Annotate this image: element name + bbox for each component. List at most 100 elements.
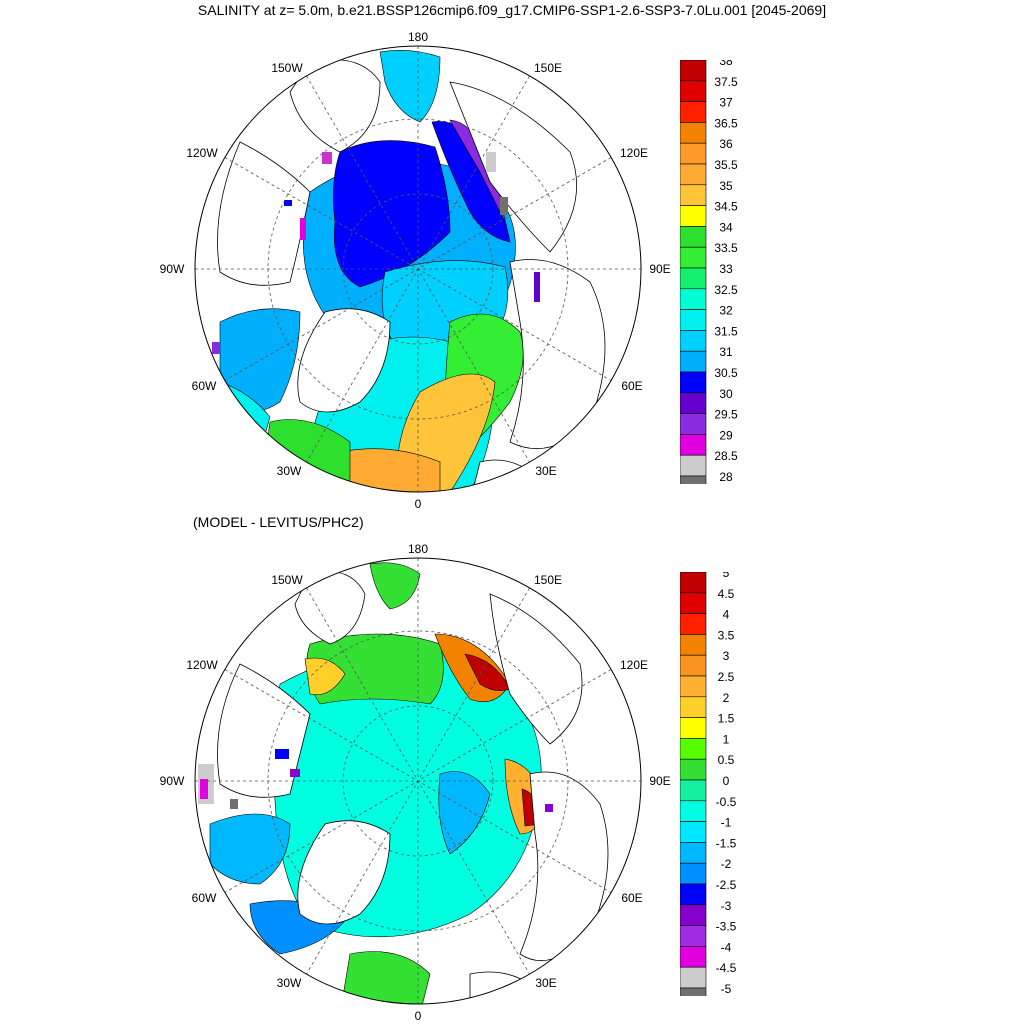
lon-label-90e: 90E [649, 262, 670, 276]
colorbar-label: 2 [723, 691, 730, 705]
colorbar-label: 38 [719, 60, 733, 68]
colorbar-swatch [680, 634, 707, 656]
lon-label-120e: 120E [620, 146, 648, 160]
colorbar-swatch [680, 163, 707, 186]
colorbar-label: 33.5 [714, 241, 738, 255]
lon-label-150w: 150W [271, 61, 303, 75]
colorbar-label: 35 [719, 179, 733, 193]
colorbar-swatch [680, 80, 707, 102]
colorbar-swatch [680, 267, 707, 290]
lon-label-0: 0 [415, 497, 422, 511]
anomaly-map-svg: 180 150W 150E 120W 120E 90W 90E 60W 60E … [160, 542, 671, 1023]
colorbar-label: 28 [719, 470, 733, 484]
lon-label-60e: 60E [621, 891, 642, 905]
colorbar-label: 32 [719, 304, 733, 318]
colorbar-label: -3.5 [716, 920, 737, 934]
colorbar-label: -2.5 [716, 878, 737, 892]
colorbar-swatch [680, 454, 707, 477]
colorbar-swatch [680, 966, 707, 989]
colorbar-swatch [680, 101, 707, 123]
colorbar-label: 29 [719, 428, 733, 442]
colorbar-label: 3.5 [718, 628, 735, 642]
colorbar-swatch [680, 371, 707, 394]
colorbar-swatch [680, 946, 707, 968]
colorbar-swatch [680, 246, 707, 269]
colorbar-swatch [680, 205, 707, 227]
colorbar-label: 31.5 [714, 324, 738, 338]
colorbar-swatch [680, 717, 707, 739]
colorbar-swatch [680, 184, 707, 206]
colorbar-label: -4 [721, 940, 732, 954]
colorbar-label: 37 [719, 96, 733, 110]
colorbar-swatch [680, 758, 707, 781]
colorbar-swatch [680, 413, 707, 435]
colorbar-swatch [680, 925, 707, 947]
colorbar-label: 36.5 [714, 116, 738, 130]
colorbar-swatch [680, 821, 707, 843]
colorbar-label: 28.5 [714, 449, 738, 463]
lon-label-30e: 30E [535, 976, 556, 990]
colorbar-swatch [680, 350, 707, 373]
colorbar-swatch [680, 572, 707, 594]
colorbar-swatch [680, 842, 707, 864]
colorbar-swatch [680, 330, 707, 352]
lon-label-180: 180 [408, 542, 428, 556]
colorbar-label: 1.5 [718, 712, 735, 726]
colorbar-label: -0.5 [716, 795, 737, 809]
lon-label-150e: 150E [534, 573, 562, 587]
colorbar-label: 33 [719, 262, 733, 276]
colorbar-swatch [680, 288, 707, 310]
colorbar-swatch [680, 654, 707, 677]
colorbar-label: 30.5 [714, 366, 738, 380]
lon-label-60w: 60W [192, 379, 217, 393]
colorbar-swatch [680, 800, 707, 822]
colorbar-swatch [680, 883, 707, 906]
lon-label-30w: 30W [277, 464, 302, 478]
colorbar-label: 35.5 [714, 158, 738, 172]
lon-label-60w: 60W [192, 891, 217, 905]
anomaly-map: 180 150W 150E 120W 120E 90W 90E 60W 60E … [150, 534, 690, 1034]
colorbar-label: -5 [721, 982, 732, 996]
colorbar-swatch [680, 696, 707, 718]
lon-label-60e: 60E [621, 379, 642, 393]
colorbar-swatch [680, 779, 707, 802]
colorbar-swatch [680, 904, 707, 926]
colorbar-label: 5 [723, 572, 730, 580]
colorbar-label: 37.5 [714, 75, 738, 89]
lon-label-120w: 120W [186, 658, 218, 672]
colorbar-label: 4 [723, 608, 730, 622]
colorbar-label: 0.5 [718, 753, 735, 767]
colorbar-label: -3 [721, 899, 732, 913]
colorbar-label: 3 [723, 649, 730, 663]
colorbar-swatch [680, 675, 707, 698]
lon-label-90w: 90W [160, 774, 185, 788]
colorbar-label: 2.5 [718, 670, 735, 684]
colorbar-swatch [680, 613, 707, 635]
colorbar-label: 30 [719, 387, 733, 401]
lon-label-30e: 30E [535, 464, 556, 478]
colorbar-label: 1 [723, 732, 730, 746]
colorbar-label: 4.5 [718, 587, 735, 601]
colorbar-swatch [680, 60, 707, 82]
colorbar-label: 32.5 [714, 283, 738, 297]
lon-label-150w: 150W [271, 573, 303, 587]
colorbar-label: 0 [723, 774, 730, 788]
colorbar-swatch [680, 475, 707, 484]
colorbar-label: -1 [721, 816, 732, 830]
anomaly-colorbar-svg: 5 4.5 4 3.5 3 2.5 2 1.5 1 0.5 0 -0.5 -1 -1.5 -2 -2.5 -3 -… [680, 572, 737, 996]
salinity-map-svg: 180 150W 150E 120W 120E 90W 90E 60W 60E … [160, 30, 671, 511]
colorbar-label: 29.5 [714, 408, 738, 422]
colorbar-label: 34 [719, 220, 733, 234]
colorbar-swatch [680, 142, 707, 165]
colorbar-label: -2 [721, 857, 732, 871]
lon-label-90w: 90W [160, 262, 185, 276]
colorbar-swatch [680, 122, 707, 144]
colorbar-swatch [680, 226, 707, 248]
colorbar-label: 34.5 [714, 200, 738, 214]
lon-label-0: 0 [415, 1009, 422, 1023]
lon-label-120w: 120W [186, 146, 218, 160]
colorbar-label: -4.5 [716, 961, 737, 975]
anomaly-subtitle: (MODEL - LEVITUS/PHC2) [193, 514, 364, 530]
colorbar-swatch [680, 434, 707, 456]
salinity-colorbar-svg: 38 37.5 37 36.5 36 35.5 35 34.5 34 33.5 33 32.5 32 31… [680, 60, 738, 484]
